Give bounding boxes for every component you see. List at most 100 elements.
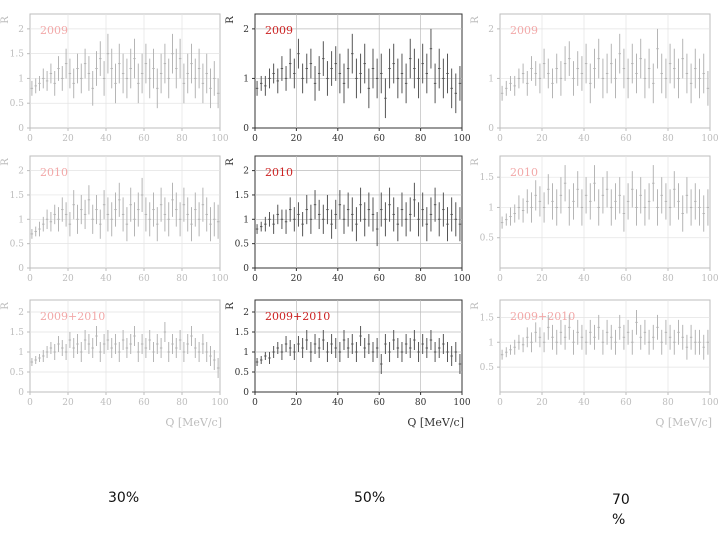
y-tick-label: 2 <box>243 308 249 318</box>
y-tick-label: 1 <box>18 74 24 84</box>
y-tick-label: 0 <box>18 264 24 274</box>
panel-title: 2010 <box>40 166 68 179</box>
x-tick-label: 60 <box>620 274 632 284</box>
y-tick-label: 1.5 <box>10 50 25 60</box>
x-tick-label: 100 <box>701 398 718 408</box>
x-tick-label: 0 <box>252 274 258 284</box>
x-tick-label: 0 <box>27 274 33 284</box>
y-axis-label: R <box>470 158 481 166</box>
y-tick-label: 0 <box>243 124 249 134</box>
x-tick-label: 60 <box>138 398 150 408</box>
y-axis-label: R <box>225 302 236 310</box>
y-tick-label: 2 <box>18 308 24 318</box>
panel-1: 0 20 40 60 80 100 0 0.5 1 1.5 2R 2009 <box>0 13 229 144</box>
y-tick-label: 1.5 <box>480 313 495 323</box>
y-tick-label: 0 <box>243 264 249 274</box>
x-tick-label: 100 <box>453 398 470 408</box>
x-tick-label: 20 <box>291 398 303 408</box>
plot-frame <box>254 299 463 393</box>
plot-frame <box>254 13 463 129</box>
x-tick-label: 80 <box>176 398 188 408</box>
panel-4: 0 20 40 60 80 100 0 0.5 1 1.5 2R 2010 <box>0 155 229 284</box>
x-tick-label: 100 <box>211 398 228 408</box>
plot-frame <box>254 155 463 269</box>
y-tick-label: 2 <box>18 167 24 177</box>
x-tick-label: 20 <box>291 274 303 284</box>
x-tick-label: 20 <box>291 134 303 144</box>
x-tick-label: 100 <box>453 274 470 284</box>
x-tick-label: 80 <box>176 274 188 284</box>
x-tick-label: 80 <box>662 274 674 284</box>
x-tick-label: 0 <box>497 398 503 408</box>
x-tick-label: 20 <box>536 134 548 144</box>
y-tick-label: 1 <box>488 74 494 84</box>
x-tick-label: 20 <box>536 398 548 408</box>
x-tick-label: 60 <box>373 274 385 284</box>
x-tick-label: 0 <box>252 134 258 144</box>
x-tick-label: 100 <box>211 274 228 284</box>
x-tick-label: 40 <box>332 398 344 408</box>
plot-frame <box>499 299 711 393</box>
x-tick-label: 20 <box>62 134 74 144</box>
y-tick-label: 0 <box>243 388 249 398</box>
y-tick-label: 0.5 <box>235 240 250 250</box>
panel-title: 2009+2010 <box>265 310 330 323</box>
x-axis-label: Q [MeV/c] <box>655 416 712 429</box>
plot-frame <box>499 155 711 269</box>
y-tick-label: 0.5 <box>10 368 25 378</box>
x-tick-label: 0 <box>27 134 33 144</box>
y-tick-label: 2 <box>488 25 494 35</box>
y-tick-label: 1.5 <box>10 328 25 338</box>
y-tick-label: 0.5 <box>480 363 495 373</box>
x-tick-label: 80 <box>662 398 674 408</box>
y-tick-label: 1.5 <box>10 191 25 201</box>
x-tick-label: 60 <box>620 134 632 144</box>
plot-frame <box>499 13 711 129</box>
y-tick-label: 1 <box>243 215 249 225</box>
x-tick-label: 100 <box>453 134 470 144</box>
y-axis-label: R <box>225 16 236 24</box>
panel-2: 0 20 40 60 80 100 0 1 2R 2009 <box>225 13 471 144</box>
panel-3: 0 20 40 60 80 100 0 1 2R 2009 <box>470 13 719 144</box>
x-tick-label: 60 <box>373 134 385 144</box>
y-axis-label: R <box>0 16 11 24</box>
caption-50-percent: 50% <box>354 490 386 506</box>
x-tick-label: 20 <box>62 274 74 284</box>
panel-title: 2010 <box>510 166 538 179</box>
x-tick-label: 100 <box>211 134 228 144</box>
panel-title: 2009 <box>510 24 538 37</box>
x-tick-label: 80 <box>415 398 427 408</box>
y-tick-label: 0.5 <box>235 368 250 378</box>
y-tick-label: 0 <box>18 388 24 398</box>
y-tick-label: 1 <box>243 348 249 358</box>
y-tick-label: 0 <box>18 124 24 134</box>
panel-9: 0 20 40 60 80 100 0.5 1 1.5 R Q [MeV/c] 2009+2010 <box>470 299 719 429</box>
panel-6: 0 20 40 60 80 100 0.5 1 1.5 R 2010 <box>470 155 719 284</box>
x-tick-label: 40 <box>332 274 344 284</box>
x-tick-label: 20 <box>536 274 548 284</box>
x-tick-label: 0 <box>497 134 503 144</box>
y-tick-label: 2 <box>243 25 249 35</box>
x-tick-label: 80 <box>176 134 188 144</box>
x-tick-label: 0 <box>252 398 258 408</box>
panel-8: 0 20 40 60 80 100 0 0.5 1 1.5 2R Q [MeV/c] 2009+2010 <box>225 299 471 429</box>
y-tick-label: 0.5 <box>10 99 25 109</box>
x-tick-label: 60 <box>620 398 632 408</box>
panel-title: 2010 <box>265 166 293 179</box>
panel-7: 0 20 40 60 80 100 0 0.5 1 1.5 2R Q [MeV/c] 2009+2010 <box>0 299 229 429</box>
plot-frame <box>29 299 221 393</box>
x-tick-label: 40 <box>100 274 112 284</box>
x-tick-label: 60 <box>138 274 150 284</box>
y-tick-label: 0.5 <box>10 240 25 250</box>
y-axis-label: R <box>0 158 11 166</box>
x-tick-label: 40 <box>578 134 590 144</box>
y-tick-label: 1 <box>243 74 249 84</box>
y-tick-label: 1 <box>488 338 494 348</box>
caption-30-percent: 30% <box>108 490 140 506</box>
panel-title: 2009+2010 <box>40 310 105 323</box>
y-axis-label: R <box>470 16 481 24</box>
y-tick-label: 0.5 <box>480 234 495 244</box>
x-tick-label: 40 <box>100 134 112 144</box>
x-tick-label: 40 <box>100 398 112 408</box>
